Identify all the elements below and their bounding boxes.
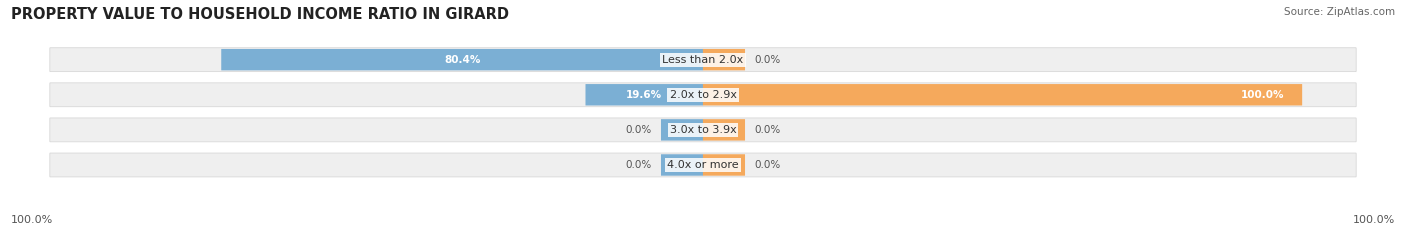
Text: 19.6%: 19.6% (626, 90, 662, 100)
Text: 0.0%: 0.0% (626, 160, 652, 170)
Text: PROPERTY VALUE TO HOUSEHOLD INCOME RATIO IN GIRARD: PROPERTY VALUE TO HOUSEHOLD INCOME RATIO… (11, 7, 509, 22)
Text: 0.0%: 0.0% (626, 125, 652, 135)
Text: 100.0%: 100.0% (1240, 90, 1284, 100)
Text: 100.0%: 100.0% (11, 215, 53, 225)
FancyBboxPatch shape (703, 154, 745, 176)
FancyBboxPatch shape (221, 49, 703, 70)
FancyBboxPatch shape (49, 118, 1357, 142)
FancyBboxPatch shape (703, 84, 1302, 106)
Text: 2.0x to 2.9x: 2.0x to 2.9x (669, 90, 737, 100)
FancyBboxPatch shape (703, 119, 745, 141)
FancyBboxPatch shape (49, 153, 1357, 177)
FancyBboxPatch shape (585, 84, 703, 106)
Text: 3.0x to 3.9x: 3.0x to 3.9x (669, 125, 737, 135)
Text: Less than 2.0x: Less than 2.0x (662, 55, 744, 65)
Text: 100.0%: 100.0% (1353, 215, 1395, 225)
FancyBboxPatch shape (49, 48, 1357, 72)
Text: 0.0%: 0.0% (754, 160, 780, 170)
FancyBboxPatch shape (661, 154, 703, 176)
Text: 80.4%: 80.4% (444, 55, 481, 65)
FancyBboxPatch shape (703, 49, 745, 70)
Text: 4.0x or more: 4.0x or more (668, 160, 738, 170)
Text: 0.0%: 0.0% (754, 125, 780, 135)
Text: 0.0%: 0.0% (754, 55, 780, 65)
FancyBboxPatch shape (661, 119, 703, 141)
Text: Source: ZipAtlas.com: Source: ZipAtlas.com (1284, 7, 1395, 17)
FancyBboxPatch shape (49, 83, 1357, 107)
